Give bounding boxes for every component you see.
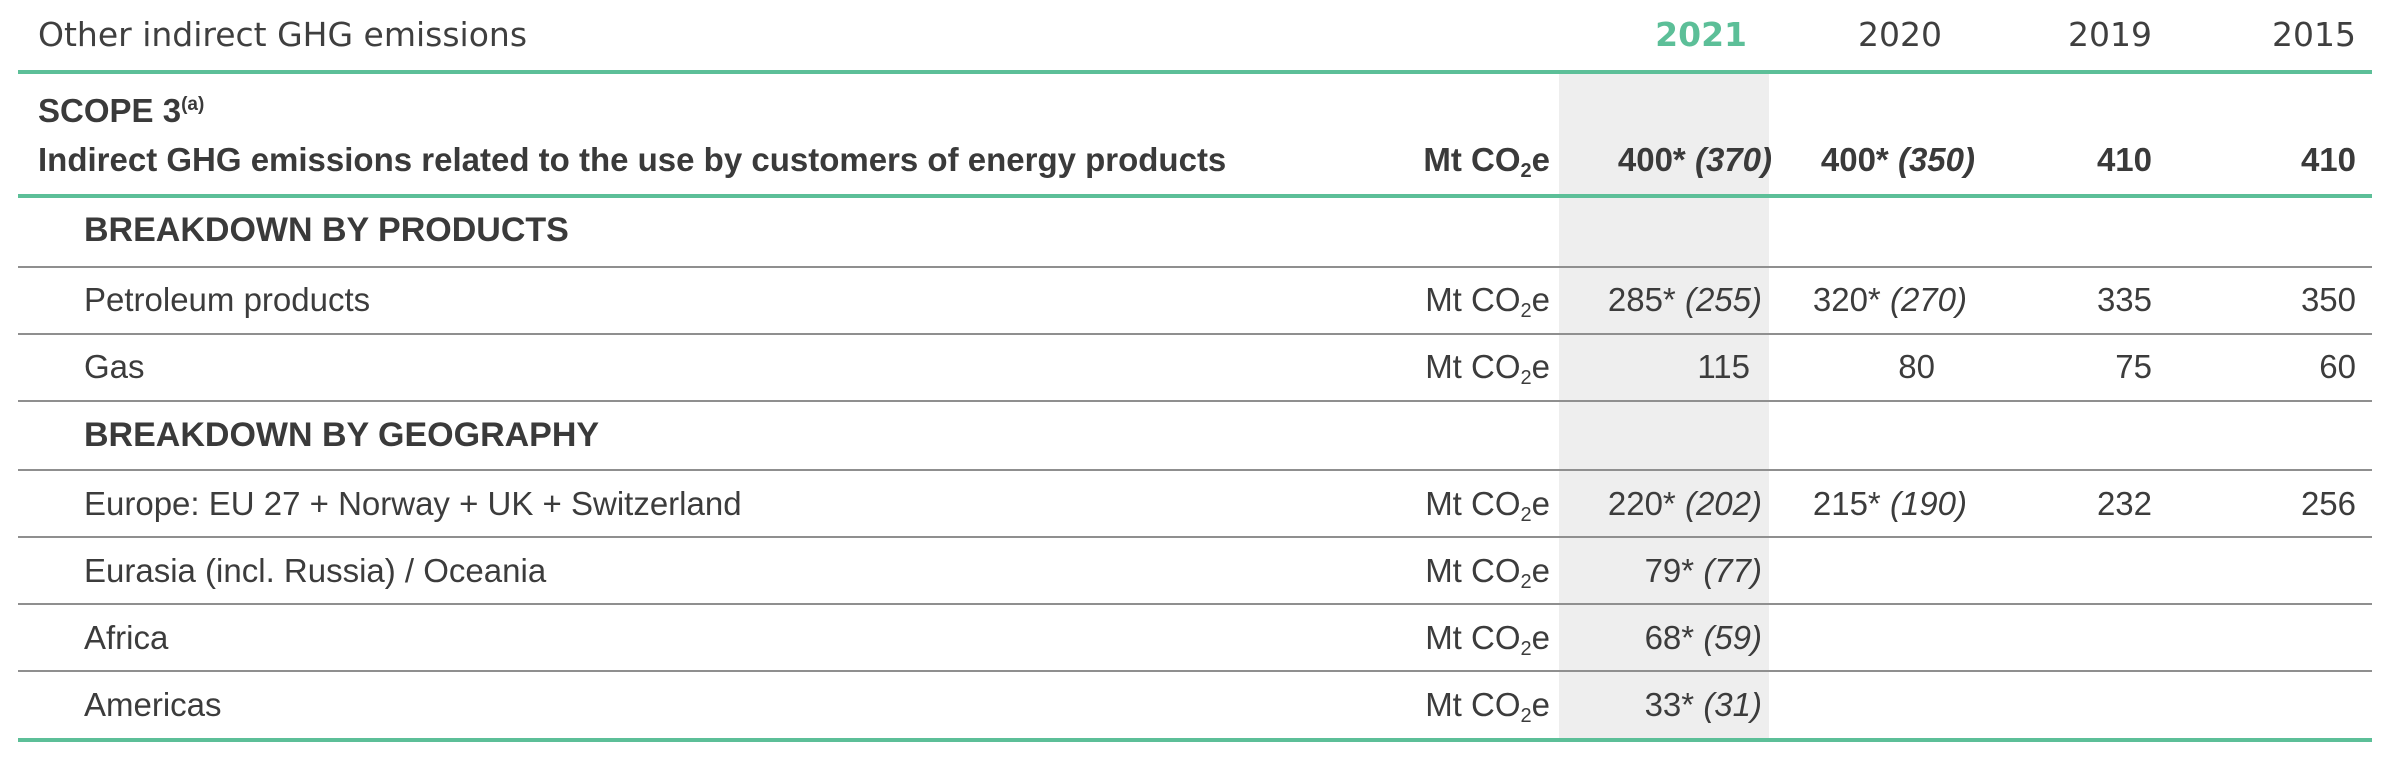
header-rule [18, 70, 2372, 74]
cell-petroleum-2015: 350 [2300, 281, 2356, 318]
row-label-gas: Gas [84, 348, 145, 385]
cell-gas-2021: 115 [1697, 348, 1750, 385]
scope-unit: Mt CO2e [1423, 141, 1550, 182]
cell-europe-2020: 215* (190) [1812, 485, 1967, 522]
scope-value-2019: 410 [2096, 141, 2152, 178]
row-divider [18, 333, 2372, 335]
cell-europe-2019: 232 [2096, 485, 2152, 522]
row-unit: Mt CO2e [1425, 485, 1550, 526]
footer-rule [18, 738, 2372, 742]
cell-gas-2015: 60 [2319, 348, 2356, 385]
year-header-2019: 2019 [2068, 15, 2152, 54]
row-label-africa: Africa [84, 619, 169, 656]
scope-rule [18, 194, 2372, 198]
cell-europe-2021: 220* (202) [1607, 485, 1762, 522]
year-header-2015: 2015 [2272, 15, 2356, 54]
row-label-americas: Americas [84, 686, 222, 723]
row-divider [18, 603, 2372, 605]
cell-petroleum-2019: 335 [2096, 281, 2152, 318]
row-divider [18, 469, 2372, 471]
section-heading-geography: BREAKDOWN BY GEOGRAPHY [84, 416, 600, 454]
emissions-table: Other indirect GHG emissions 2021 2020 2… [18, 0, 2372, 762]
cell-africa-2021: 68* (59) [1644, 619, 1762, 656]
row-unit: Mt CO2e [1425, 619, 1550, 660]
year-header-2021: 2021 [1655, 15, 1747, 54]
cell-eurasia-2021: 79* (77) [1644, 552, 1762, 589]
row-divider [18, 266, 2372, 268]
cell-gas-2019: 75 [2115, 348, 2152, 385]
section-heading-products: BREAKDOWN BY PRODUCTS [84, 211, 569, 249]
cell-americas-2021: 33* (31) [1644, 686, 1762, 723]
row-unit: Mt CO2e [1425, 552, 1550, 593]
row-unit: Mt CO2e [1425, 348, 1550, 389]
row-unit: Mt CO2e [1425, 281, 1550, 322]
table-title: Other indirect GHG emissions [38, 15, 528, 54]
scope-value-2021: 400* (370) [1617, 141, 1772, 178]
scope-description: Indirect GHG emissions related to the us… [38, 141, 1227, 178]
highlight-column-2021 [1559, 72, 1769, 742]
scope-value-2020: 400* (350) [1820, 141, 1975, 178]
row-divider [18, 400, 2372, 402]
row-label-eurasia: Eurasia (incl. Russia) / Oceania [84, 552, 547, 589]
row-divider [18, 670, 2372, 672]
year-header-2020: 2020 [1858, 15, 1942, 54]
scope-label: SCOPE 3(a) [38, 92, 205, 129]
scope-footnote: (a) [181, 94, 205, 115]
cell-petroleum-2021: 285* (255) [1607, 281, 1762, 318]
row-label-europe: Europe: EU 27 + Norway + UK + Switzerlan… [84, 485, 742, 522]
cell-petroleum-2020: 320* (270) [1812, 281, 1967, 318]
row-label-petroleum: Petroleum products [84, 281, 371, 318]
cell-europe-2015: 256 [2300, 485, 2356, 522]
row-unit: Mt CO2e [1425, 686, 1550, 727]
scope-value-2015: 410 [2300, 141, 2356, 178]
row-divider [18, 536, 2372, 538]
cell-gas-2020: 80 [1898, 348, 1935, 385]
